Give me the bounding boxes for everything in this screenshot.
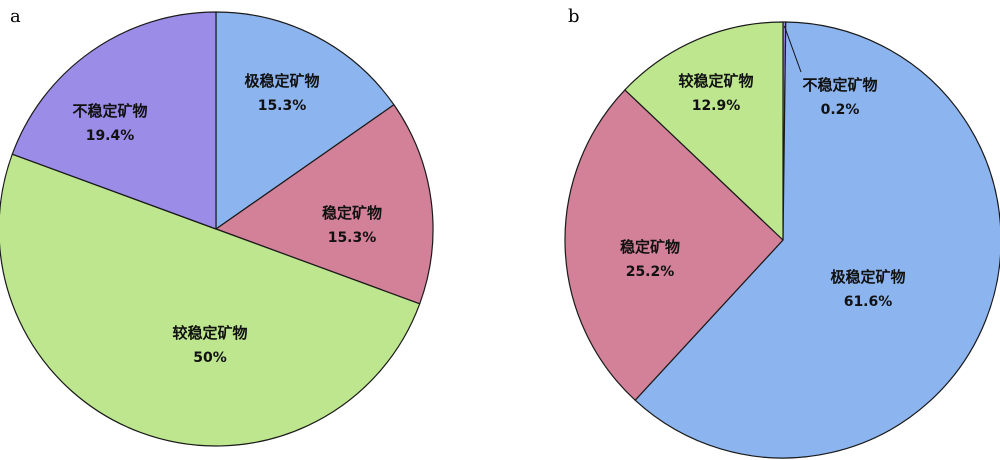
pie-slice [564, 89, 784, 401]
pie-slice [215, 11, 395, 230]
slice-value-label: 25.2% [626, 264, 675, 280]
slice-value-label: 15.3% [328, 230, 377, 246]
pie-slice [215, 104, 434, 305]
pie-slice [624, 21, 784, 241]
slice-value-label: 61.6% [844, 294, 893, 310]
slice-label: 稳定矿物 [620, 238, 680, 256]
pie-slice [634, 21, 1000, 459]
slice-value-label: 50% [193, 350, 227, 366]
slice-label: 极稳定矿物 [830, 268, 905, 286]
pie-panel-a: a 极稳定矿物 15.3% 稳定矿物 15.3% 较稳定矿物 50% 不稳定矿物 19.4% [0, 6, 434, 447]
leader-line [783, 25, 802, 73]
panel-label-a: a [10, 6, 21, 27]
slice-value-label: 15.3% [258, 98, 307, 114]
pie-panel-b: b 不稳定矿物 0.2% 极稳定矿物 61.6% 稳定矿物 25.2% 较稳定矿物 12.9% [564, 6, 1000, 459]
pie-slice [0, 153, 421, 447]
slice-value-label: 19.4% [86, 128, 135, 144]
panel-label-b: b [568, 6, 580, 27]
slice-label: 较稳定矿物 [678, 72, 753, 90]
slice-label: 极稳定矿物 [244, 72, 319, 90]
pie-slice [11, 11, 217, 230]
slice-label: 不稳定矿物 [802, 76, 877, 94]
slice-label: 稳定矿物 [322, 204, 382, 222]
slice-value-label: 12.9% [692, 98, 741, 114]
slice-label: 较稳定矿物 [172, 324, 247, 342]
slice-value-label: 0.2% [821, 102, 860, 118]
slice-label: 不稳定矿物 [72, 102, 147, 120]
